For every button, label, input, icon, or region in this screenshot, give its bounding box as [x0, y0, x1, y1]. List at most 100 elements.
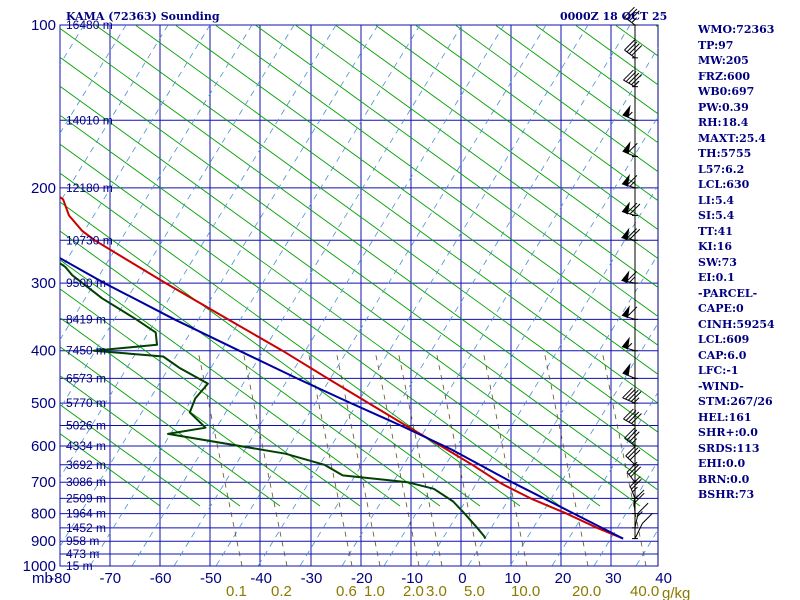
- mixing-ratio-label: 3.0: [426, 583, 447, 600]
- mixing-ratio-label: 5.0: [464, 583, 485, 600]
- index-item: KI:16: [698, 240, 733, 253]
- mixing-ratio-label: 1.0: [364, 583, 385, 600]
- mixing-ratio-line: [242, 350, 288, 566]
- height-label: 9500 m: [66, 276, 106, 290]
- moist-adiabat-line: [551, 391, 658, 566]
- temperature-tick-label: 0: [458, 570, 466, 587]
- index-item: CAP:6.0: [698, 348, 747, 362]
- mixing-ratio-label: 0.6: [336, 583, 357, 600]
- index-item: FRZ:600: [698, 69, 751, 83]
- height-label: 12180 m: [66, 181, 113, 195]
- mixing-ratio-line: [601, 350, 647, 566]
- moist-adiabat-line: [425, 184, 658, 566]
- height-label: 473 m: [66, 547, 99, 561]
- wind-barb: [625, 445, 641, 466]
- mixing-ratio-line: [307, 350, 353, 566]
- wind-barb: [621, 227, 641, 241]
- parcel-profile: [60, 256, 624, 540]
- temperature-tick-label: 40: [655, 570, 672, 587]
- moist-adiabat-line: [131, 25, 463, 566]
- index-item: TH:5755: [698, 147, 752, 160]
- height-label: 1964 m: [66, 507, 106, 521]
- moist-adiabat-line: [89, 25, 421, 566]
- temperature-tick-label: -80: [49, 570, 71, 587]
- moist-adiabat-line: [593, 460, 658, 566]
- sounding-indices-list: WMO:72363 TP:97 MW:205 FRZ:600 WB0:697 PW:0.3…: [698, 22, 798, 503]
- height-label: 8419 m: [66, 312, 106, 326]
- height-label: 6573 m: [66, 371, 106, 385]
- wind-barb: [624, 6, 640, 26]
- sounding-profiles: [60, 195, 624, 540]
- dry-adiabat-line: [60, 143, 561, 507]
- mixing-ratio-line: [197, 350, 243, 566]
- height-label: 2509 m: [66, 491, 106, 505]
- dry-adiabat-line: [454, 25, 658, 173]
- wind-barb-column: [621, 6, 653, 540]
- chart-timestamp: 0000Z 18 OCT 25: [560, 10, 667, 23]
- wind-barb: [621, 270, 638, 284]
- dry-adiabat-line: [60, 404, 201, 507]
- temperature-tick-label: -50: [200, 570, 222, 587]
- mixing-ratio-unit-label: g/kg: [662, 585, 690, 600]
- height-label: 3692 m: [66, 458, 106, 472]
- dry-adiabat-line: [60, 230, 441, 507]
- chart-title: KAMA (72363) Sounding: [66, 10, 220, 23]
- temperature-tick-label: 10: [504, 570, 521, 587]
- index-item: LCL:630: [698, 178, 750, 191]
- temperature-tick-label: -30: [301, 570, 323, 587]
- height-label: 14010 m: [66, 113, 113, 127]
- moist-adiabat-line: [509, 322, 658, 566]
- dry-adiabat-line: [60, 56, 658, 491]
- pressure-tick-label: 300: [31, 275, 56, 292]
- wind-barb: [632, 489, 645, 515]
- wind-barb: [624, 39, 643, 59]
- height-label: 10730 m: [66, 233, 113, 247]
- wind-barb: [621, 305, 638, 320]
- mixing-ratio-label: 10.0: [511, 583, 540, 600]
- moist-adiabat-line: [60, 25, 337, 479]
- dry-adiabats: [60, 25, 658, 566]
- index-item: CAPE:0: [698, 302, 744, 315]
- wind-barb: [621, 336, 638, 352]
- dry-adiabat-line: [254, 25, 658, 317]
- mixing-ratio-line: [335, 350, 381, 566]
- wind-barb: [624, 427, 640, 447]
- index-item: LI:5.4: [698, 193, 735, 207]
- wind-barb: [632, 502, 649, 529]
- temperature-tick-label: -10: [401, 570, 423, 587]
- mixing-ratio-line: [374, 350, 420, 566]
- pressure-tick-label: 800: [31, 506, 56, 523]
- moist-adiabat-line: [383, 116, 658, 566]
- pressure-tick-label: 900: [31, 533, 56, 550]
- temperature-tick-label: -60: [150, 570, 172, 587]
- pressure-tick-label: 500: [31, 395, 56, 412]
- dry-adiabat-line: [494, 25, 658, 144]
- index-item: WB0:697: [698, 85, 755, 98]
- wind-barb: [622, 363, 638, 379]
- dry-adiabat-line: [60, 317, 321, 507]
- index-item: LFC:-1: [698, 364, 739, 377]
- temperature-tick-label: 30: [605, 570, 622, 587]
- index-item: STM:267/26: [698, 395, 773, 408]
- temperature-tick-label: -70: [99, 570, 121, 587]
- index-item: TP:97: [698, 38, 734, 52]
- index-item: L57:6.2: [698, 162, 745, 176]
- pressure-tick-label: 100: [31, 17, 56, 34]
- dry-adiabat-line: [334, 25, 658, 260]
- index-item: WMO:72363: [698, 23, 775, 36]
- dry-adiabat-line: [60, 172, 521, 507]
- wind-barb: [623, 408, 642, 427]
- moist-adiabat-line: [60, 25, 379, 548]
- moist-adiabat-line: [173, 25, 505, 566]
- mixing-ratio-line: [397, 350, 443, 566]
- index-item: SHR+:0.0: [698, 426, 758, 439]
- index-item: MW:205: [698, 54, 749, 67]
- temperature-tick-label: -40: [250, 570, 272, 587]
- height-label: 16480 m: [66, 18, 113, 32]
- wind-barb: [626, 461, 642, 483]
- wind-barb: [632, 512, 653, 540]
- moist-adiabat-line: [341, 47, 658, 566]
- height-label: 5026 m: [66, 419, 106, 433]
- index-item: BRN:0.0: [698, 472, 750, 486]
